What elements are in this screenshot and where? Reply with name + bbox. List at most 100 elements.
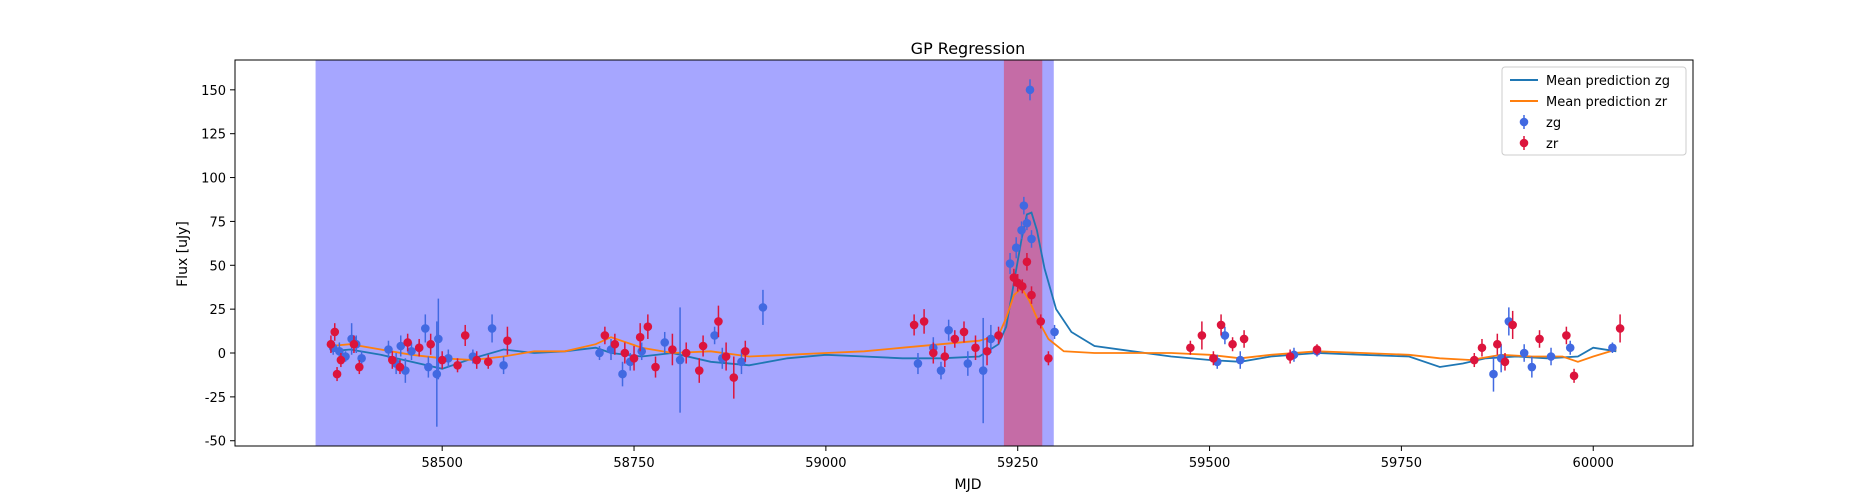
zr-point-58 (1493, 339, 1502, 349)
zg-point-10 (407, 346, 416, 356)
zg-point-36 (978, 366, 988, 375)
zr-point-55 (1312, 345, 1322, 354)
zr-point-54 (1285, 352, 1295, 361)
zr-point-29 (721, 352, 731, 361)
y-axis-title: Flux [uJy] (175, 221, 191, 287)
zg-point-6 (384, 345, 393, 354)
zr-point-57 (1477, 343, 1487, 353)
zr-point-45 (1027, 290, 1036, 300)
zg-point-15 (434, 334, 443, 344)
plot-frame (234, 59, 1694, 447)
zr-point-11 (437, 355, 447, 365)
legend-label-3: zr (1546, 137, 1559, 152)
zg-point-19 (499, 360, 508, 370)
zg-point-56 (1546, 352, 1556, 361)
y-tick-label-150: 150 (201, 84, 226, 99)
x-tick-label-59500: 59500 (1189, 456, 1230, 471)
zr-point-18 (610, 339, 620, 349)
zr-point-59 (1500, 357, 1510, 367)
zr-point-14 (472, 355, 482, 365)
zg-point-12 (421, 324, 430, 333)
legend-box (1501, 66, 1687, 156)
zr-point-19 (620, 348, 630, 358)
zr-point-20 (629, 353, 639, 363)
zr-point-60 (1508, 320, 1517, 330)
zr-point-33 (919, 317, 929, 326)
x-tick-label-59250: 59250 (997, 456, 1038, 471)
x-tick-label-58750: 58750 (613, 456, 654, 471)
shaded-regions (315, 60, 1054, 446)
zg-point-24 (637, 346, 647, 356)
y-tick-label--50: -50 (205, 435, 226, 450)
zr-point-34 (929, 348, 938, 358)
zr-point-36 (950, 334, 960, 344)
zr-point-9 (414, 343, 424, 353)
zr-point-63 (1569, 371, 1579, 381)
zr-point-47 (1044, 353, 1053, 363)
zg-point-41 (1019, 201, 1029, 210)
zr-point-49 (1197, 331, 1207, 340)
zr-point-0 (326, 339, 336, 349)
zr-point-27 (698, 341, 708, 351)
zr-point-43 (1018, 282, 1027, 291)
zg-point-22 (618, 369, 627, 379)
zr-point-62 (1562, 331, 1571, 340)
zg-point-18 (487, 324, 497, 333)
legend-swatch-3 (1519, 138, 1529, 148)
zr-point-39 (982, 346, 992, 356)
zr-point-38 (971, 343, 980, 353)
zr-point-37 (959, 327, 969, 337)
chart-title: GP Regression (911, 39, 1026, 58)
zr-point-31 (741, 346, 750, 356)
zr-point-48 (1186, 343, 1195, 353)
y-tick-label-50: 50 (209, 259, 226, 274)
x-tick-label-59000: 59000 (805, 456, 846, 471)
zr-point-12 (453, 360, 462, 370)
zr-point-56 (1470, 355, 1479, 365)
zg-point-40 (1017, 225, 1026, 235)
prediction-lines (330, 211, 1617, 370)
zg-point-27 (710, 331, 719, 340)
zg-point-43 (1027, 234, 1036, 244)
zr-point-30 (729, 373, 739, 382)
zg-point-54 (1519, 348, 1529, 358)
zr-point-17 (600, 331, 610, 340)
zr-point-26 (694, 366, 704, 375)
zr-point-5 (355, 362, 364, 372)
zr-point-13 (460, 331, 470, 340)
zg-point-35 (963, 359, 973, 368)
x-axis-title: MJD (955, 477, 982, 493)
zg-point-33 (936, 366, 946, 375)
zg-point-26 (675, 355, 685, 365)
zg-point-58 (1608, 343, 1617, 353)
x-tick-label-58500: 58500 (422, 456, 463, 471)
zr-point-28 (714, 317, 723, 326)
zg-point-42 (1022, 218, 1032, 228)
zr-point-44 (1022, 257, 1032, 267)
y-tick-label-100: 100 (201, 172, 226, 187)
zg-point-14 (432, 369, 442, 379)
zg-point-44 (1025, 85, 1035, 95)
zr-point-40 (994, 331, 1003, 340)
zg-point-31 (913, 359, 923, 368)
zg-point-51 (1489, 369, 1498, 379)
zr-point-7 (395, 362, 405, 372)
y-tick-label-0: 0 (218, 347, 226, 362)
zg-point-34 (944, 325, 953, 335)
line-mean-prediction-zr (330, 286, 1617, 363)
zr-point-64 (1615, 324, 1625, 333)
x-tick-label-60000: 60000 (1573, 456, 1614, 471)
zr-point-1 (330, 327, 340, 337)
legend-label-0: Mean prediction zg (1546, 74, 1670, 89)
legend-label-1: Mean prediction zr (1546, 95, 1668, 110)
y-tick-label-25: 25 (209, 303, 226, 318)
y-tick-label--25: -25 (205, 391, 226, 406)
zr-point-52 (1228, 339, 1237, 349)
y-tick-label-75: 75 (209, 215, 226, 230)
zr-point-23 (651, 362, 660, 372)
zr-point-25 (681, 348, 691, 358)
zr-point-61 (1535, 334, 1544, 344)
zg-point-13 (424, 362, 433, 372)
zg-point-8 (396, 341, 406, 351)
